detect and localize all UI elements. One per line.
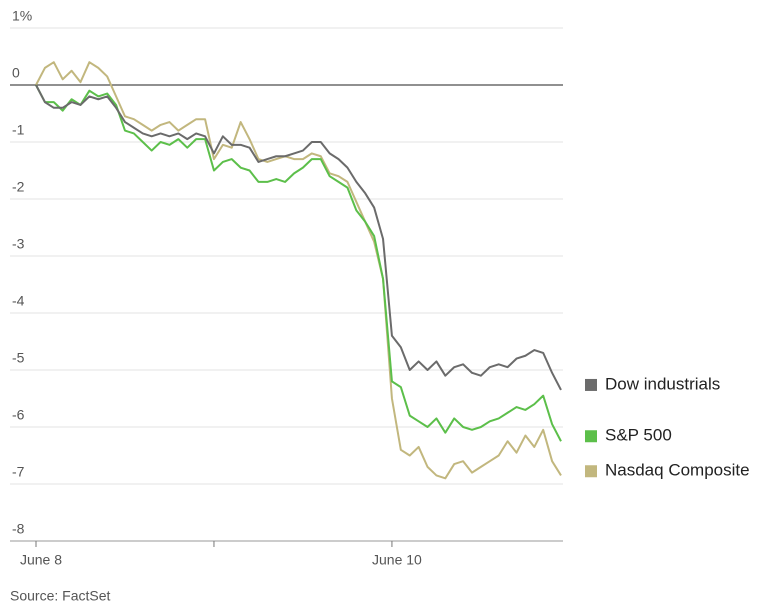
y-tick-label: -7 xyxy=(12,464,25,480)
y-tick-label: -5 xyxy=(12,350,25,366)
legend-text: Nasdaq Composite xyxy=(605,461,750,480)
y-tick-label: -3 xyxy=(12,236,25,252)
line xyxy=(35,84,562,391)
legend-swatch xyxy=(585,430,597,443)
legend-swatch xyxy=(585,465,597,478)
legend-text: Dow industrials xyxy=(605,374,720,393)
y-tick-label: -8 xyxy=(12,521,25,537)
y-tick-label: -1 xyxy=(12,122,25,138)
y-tick-label: 0 xyxy=(12,65,20,81)
legend-text: S&P 500 xyxy=(605,426,672,445)
line xyxy=(35,61,562,480)
legend-swatch xyxy=(585,378,597,391)
y-tick-label: -2 xyxy=(12,179,25,195)
x-tick-label: June 10 xyxy=(372,552,422,568)
y-tick-label: -4 xyxy=(12,293,25,309)
y-tick-label: 1% xyxy=(12,8,32,24)
source: Source: FactSet xyxy=(10,588,110,604)
line xyxy=(35,84,562,442)
x-tick-label: June 8 xyxy=(20,552,62,568)
y-tick-label: -6 xyxy=(12,407,25,423)
